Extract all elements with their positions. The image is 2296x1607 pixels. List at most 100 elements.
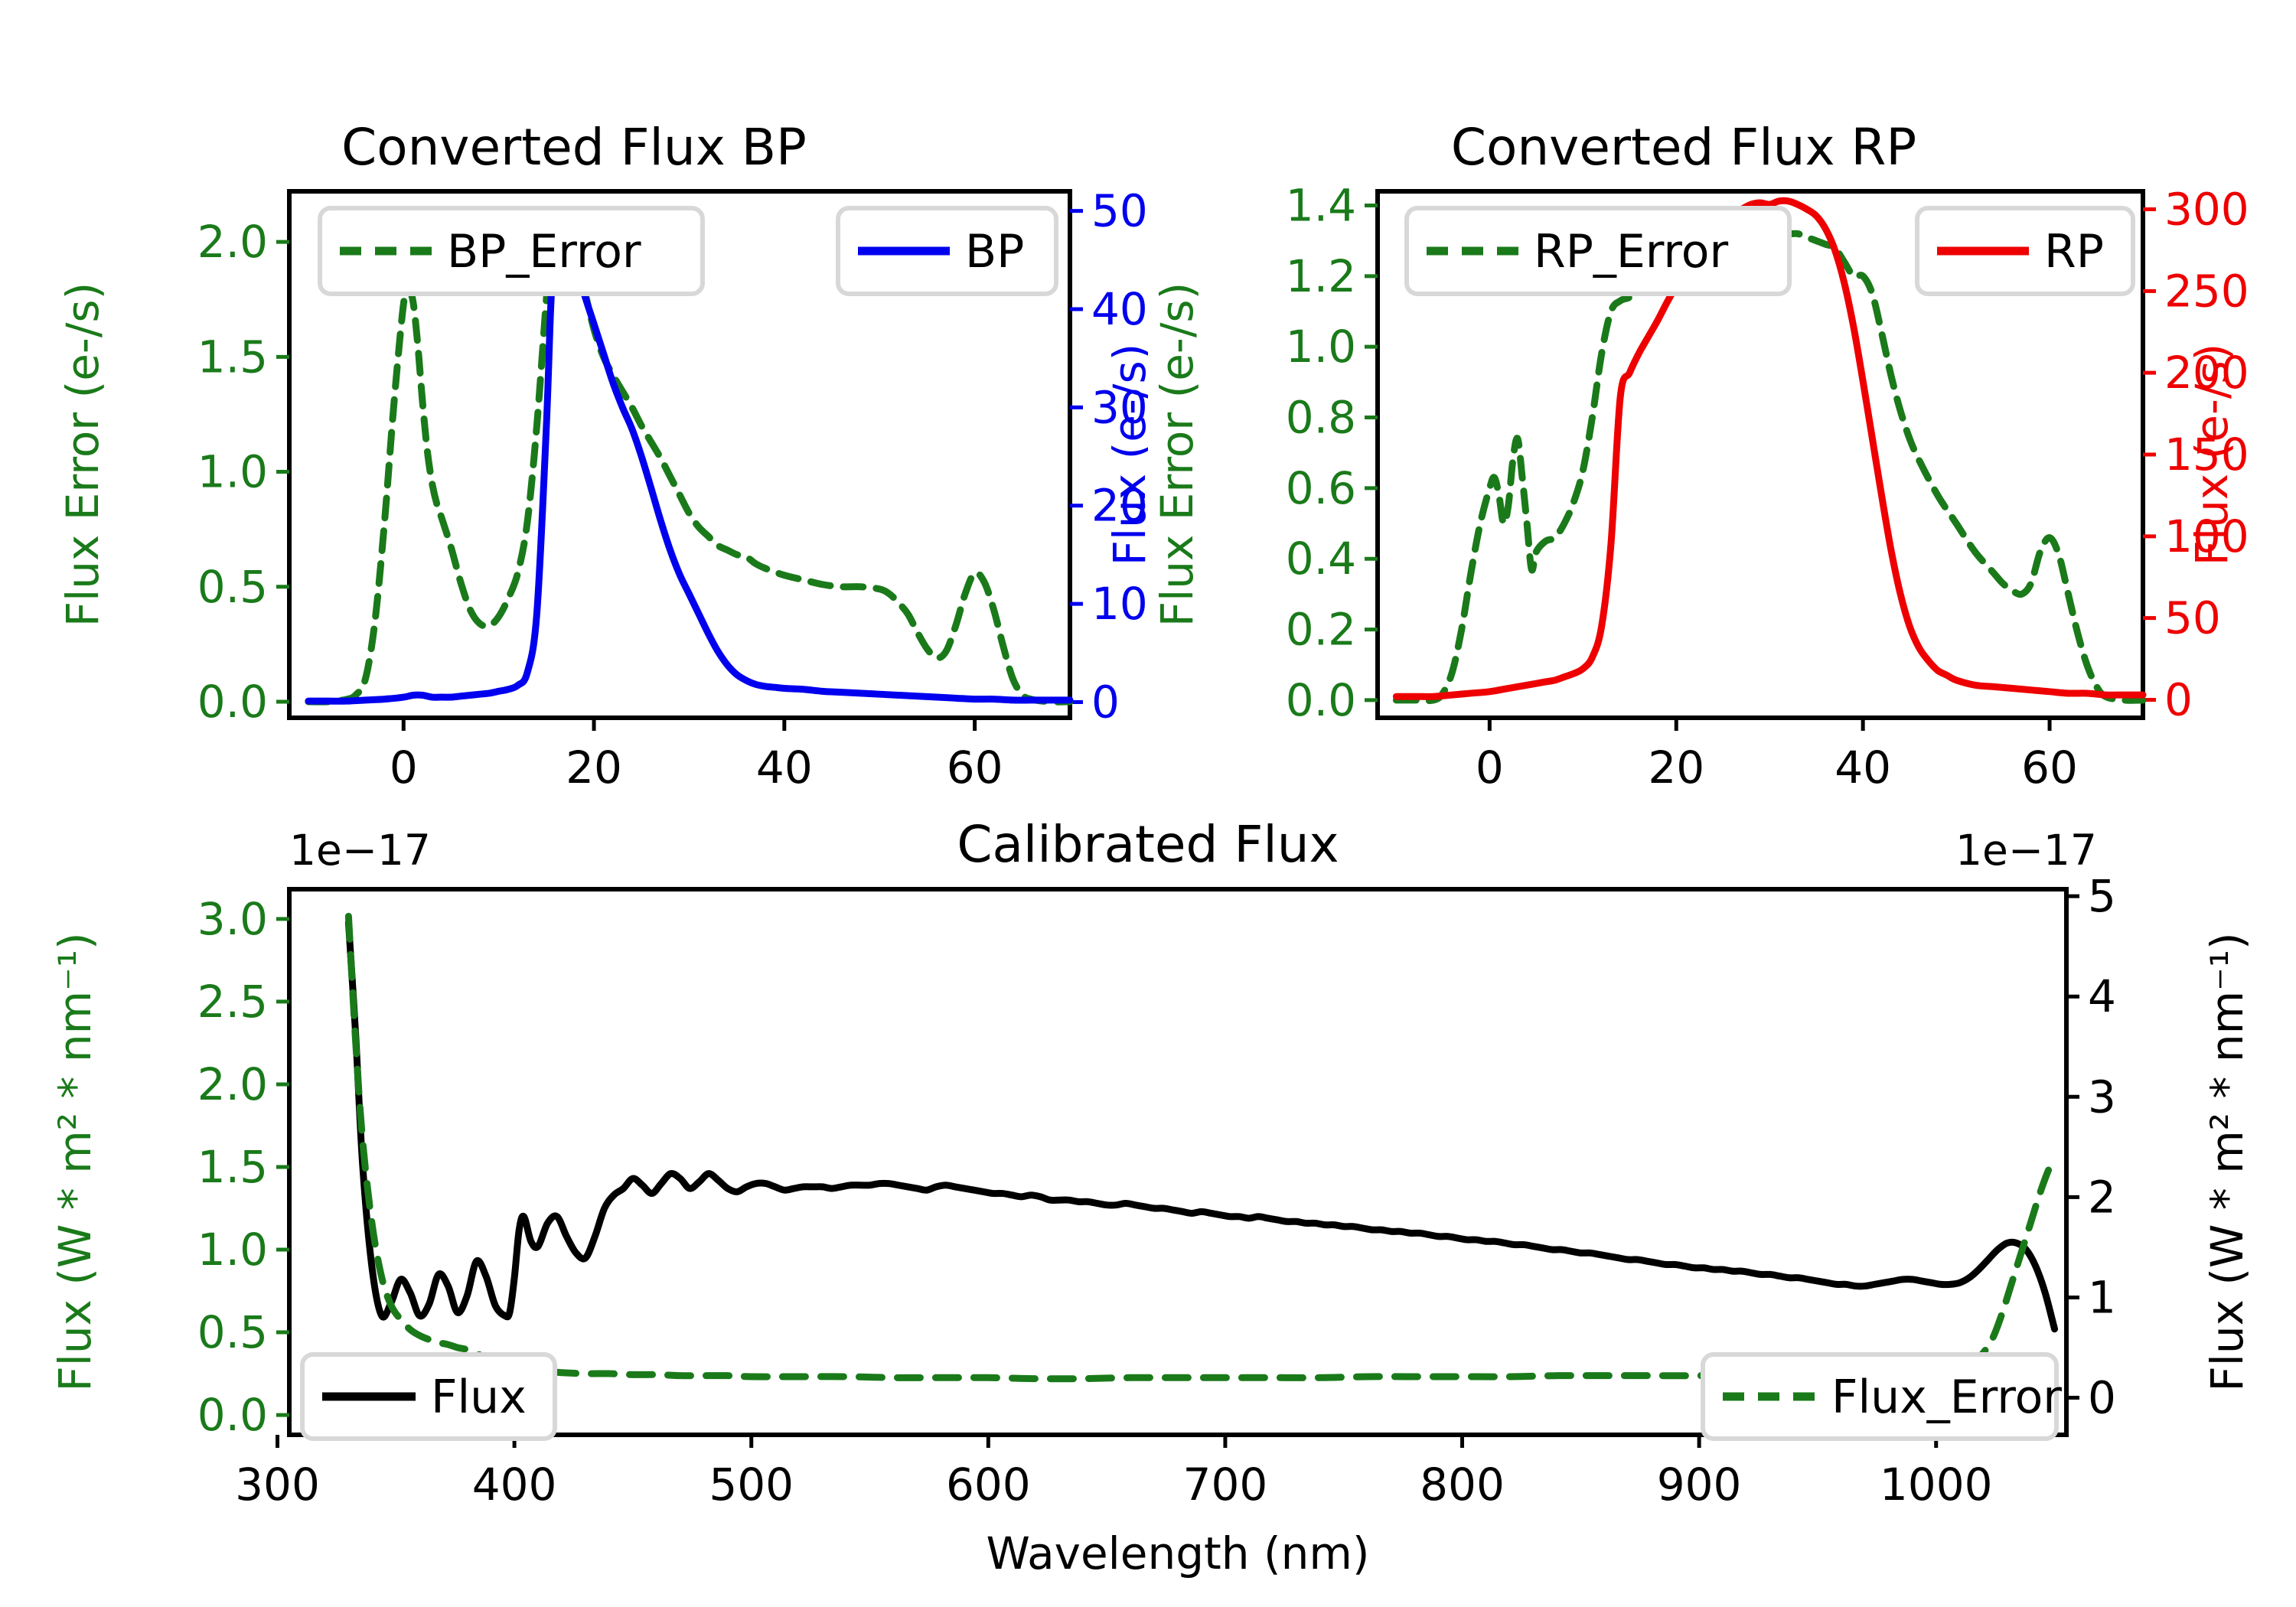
series-rp-error — [1392, 223, 2147, 705]
calibrated-curves — [344, 912, 2059, 1383]
x-tick-label: 1000 — [1880, 1459, 1993, 1511]
y-right-tick-label: 100 — [2164, 510, 2249, 562]
y-left-tick-label: 0.5 — [197, 1306, 268, 1358]
x-tick-label: 500 — [709, 1459, 794, 1511]
y-left-tick-label: 2.0 — [197, 216, 268, 268]
y-left-tick-label: 0.4 — [1286, 533, 1356, 585]
x-tick-label: 0 — [390, 742, 418, 794]
y-left-tick-label: 2.5 — [197, 976, 268, 1028]
calibrated-axes: 300 400 500 600 700 800 900 1000 Wavelength (nm)… — [49, 870, 2253, 1579]
y-left-tick-label: 1.2 — [1286, 250, 1356, 302]
y-right-tick-label: 50 — [2164, 592, 2221, 644]
plot-frame — [287, 887, 2069, 1437]
series-flux — [344, 918, 2059, 1333]
y-right-axis-label: Flux (e-/s) — [1104, 344, 1148, 566]
x-tick-label: 40 — [1835, 742, 1891, 794]
y-right-tick-label: 400 — [1091, 283, 1148, 335]
panel-calibrated-flux: Calibrated Flux 1e−17 1e−17 300 400 500 600… — [49, 815, 2253, 1579]
calibrated-panel-title: Calibrated Flux — [957, 815, 1339, 874]
legend-rp-error: RP_Error — [1404, 206, 1792, 296]
y-left-tick-label: 0.0 — [197, 1389, 268, 1441]
legend-label-bp: BP — [965, 225, 1024, 279]
y-right-tick-label: 150 — [2164, 429, 2249, 481]
legend-flux-error: Flux_Error — [1701, 1352, 2062, 1441]
y-left-tick-label: 1.4 — [1286, 179, 1356, 231]
bp-curves — [305, 212, 1074, 706]
y-right-tick-label: 500 — [1091, 185, 1148, 237]
x-tick-label: 40 — [756, 742, 813, 794]
legend-label-rp-error: RP_Error — [1534, 225, 1728, 279]
y-right-tick-label: 3 — [2088, 1071, 2116, 1123]
y-right-tick-label: 4 — [2088, 970, 2116, 1022]
legend-label-rp: RP — [2044, 225, 2104, 279]
legend-label-flux: Flux — [431, 1371, 527, 1424]
x-axis-label: Pseudo-wavelength — [462, 810, 898, 811]
y-left-tick-label: 0.2 — [1286, 604, 1356, 656]
y-left-tick-label: 0.0 — [197, 676, 268, 728]
x-tick-label: 400 — [472, 1459, 557, 1511]
y-left-tick-label: 1.5 — [197, 1141, 268, 1193]
bp-panel-title: Converted Flux BP — [341, 118, 807, 177]
legend-box — [318, 206, 705, 296]
left-offset-exponent-label: 1e−17 — [289, 826, 431, 875]
legend-rp: RP — [1915, 206, 2135, 296]
x-tick-label: 0 — [1476, 742, 1504, 794]
y-right-tick-label: 2 — [2088, 1171, 2116, 1223]
y-left-tick-label: 0.0 — [1286, 674, 1356, 726]
rp-curves — [1392, 197, 2147, 705]
x-tick-label: 800 — [1420, 1459, 1505, 1511]
y-left-axis-label: Flux Error (e-/s) — [1151, 282, 1203, 627]
legend-bp: BP — [836, 206, 1058, 296]
y-right-tick-label: 200 — [1091, 480, 1148, 532]
x-tick-label: 20 — [1648, 742, 1704, 794]
legend-box — [300, 1352, 557, 1441]
x-tick-label: 60 — [2021, 742, 2078, 794]
x-tick-label: 700 — [1183, 1459, 1268, 1511]
legend-box — [1404, 206, 1792, 296]
panel-converted-flux-bp: Converted Flux BP 0 20 40 60 Pseudo-waveleng… — [57, 118, 1148, 811]
y-left-tick-label: 0.5 — [197, 561, 268, 613]
y-right-axis-label: Flux (e-/s) — [2186, 344, 2238, 566]
y-left-axis-label: Flux (W * m² * nm⁻¹) — [49, 932, 101, 1391]
y-left-tick-label: 1.0 — [1286, 321, 1356, 373]
y-right-tick-label: 0 — [1091, 676, 1120, 728]
legend-box — [1701, 1352, 2059, 1441]
y-left-tick-label: 3.0 — [197, 893, 268, 945]
legend-label-flux-error: Flux_Error — [1831, 1371, 2062, 1424]
y-left-tick-label: 1.0 — [197, 446, 268, 498]
bp-axes: 0 20 40 60 Pseudo-wavelength 0.0 0.5 1.0 1.5 2.0 F… — [57, 185, 1148, 811]
x-tick-label: 20 — [566, 742, 622, 794]
rp-axes: 0 20 40 60 Pseudo-wavelength 0.0 0.2 0.4 0.6 0.8 1… — [1151, 179, 2249, 811]
y-right-tick-label: 200 — [2164, 347, 2249, 399]
y-right-tick-label: 1 — [2088, 1271, 2116, 1323]
y-left-axis-label: Flux Error (e-/s) — [57, 282, 109, 627]
calibrated-legend-group: Flux Flux_Error — [300, 1352, 2062, 1441]
x-tick-label: 600 — [946, 1459, 1031, 1511]
legend-bp-error: BP_Error — [318, 206, 705, 296]
y-left-tick-label: 2.0 — [197, 1058, 268, 1110]
x-tick-label: 900 — [1657, 1459, 1742, 1511]
y-left-tick-label: 0.8 — [1286, 392, 1356, 444]
x-tick-label: 60 — [947, 742, 1003, 794]
series-bp-error — [305, 212, 1074, 706]
plot-frame — [287, 189, 1072, 720]
y-right-tick-label: 300 — [2164, 184, 2249, 236]
x-axis-label: Wavelength (nm) — [986, 1527, 1369, 1579]
y-right-tick-label: 250 — [2164, 265, 2249, 317]
y-right-tick-label: 0 — [2088, 1372, 2116, 1424]
y-right-tick-label: 300 — [1091, 381, 1148, 433]
y-right-tick-label: 5 — [2088, 870, 2116, 922]
y-right-tick-label: 0 — [2164, 673, 2193, 725]
rp-legend-group: RP_Error RP — [1404, 206, 2135, 296]
series-rp — [1392, 197, 2147, 700]
series-flux-error — [344, 912, 2059, 1383]
y-left-tick-label: 0.6 — [1286, 462, 1356, 514]
panel-converted-flux-rp: Converted Flux RP 0 20 40 60 Pseudo-waveleng… — [1151, 118, 2249, 811]
y-right-tick-label: 100 — [1091, 578, 1148, 630]
series-bp — [305, 220, 1074, 705]
legend-flux: Flux — [300, 1352, 557, 1441]
x-axis-label: Pseudo-wavelength — [1543, 810, 1978, 811]
y-right-axis-label: Flux (W * m² * nm⁻¹) — [2201, 932, 2253, 1391]
bp-legend-group: BP_Error BP — [318, 206, 1058, 296]
